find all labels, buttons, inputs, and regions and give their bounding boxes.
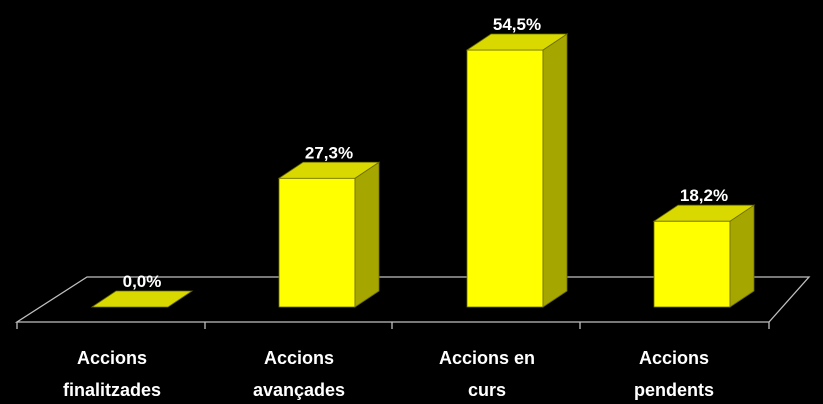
x-tick-label: finalitzades (63, 380, 161, 400)
bar (278, 177, 356, 308)
bar-top (652, 204, 756, 222)
bar-side (354, 161, 380, 308)
data-label: 0,0% (123, 272, 162, 291)
bar (653, 220, 731, 308)
x-tick-label: Accions (264, 348, 334, 368)
bar-side (729, 204, 755, 308)
bar-top (465, 33, 569, 51)
x-tick-label: pendents (634, 380, 714, 400)
data-label: 18,2% (680, 186, 728, 205)
bar-top (277, 161, 381, 179)
x-tick-label: avançades (253, 380, 345, 400)
chart-floor (14, 276, 811, 323)
bar (466, 49, 544, 308)
x-tick-label: Accions en (439, 348, 535, 368)
x-tick-label: Accions (77, 348, 147, 368)
data-label: 27,3% (305, 143, 353, 162)
x-tick-label: Accions (639, 348, 709, 368)
bar-top (90, 290, 194, 308)
bar-side (542, 33, 568, 308)
data-label: 54,5% (493, 15, 541, 34)
x-tick-label: curs (468, 380, 506, 400)
